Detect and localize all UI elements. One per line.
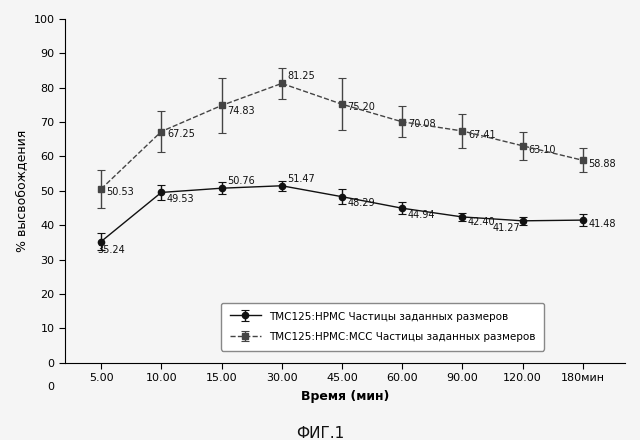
Text: 67.41: 67.41 [468, 130, 495, 140]
Text: 51.47: 51.47 [287, 174, 315, 183]
Text: 75.20: 75.20 [348, 102, 376, 112]
Text: 41.27: 41.27 [492, 223, 520, 233]
Text: 42.40: 42.40 [468, 217, 495, 227]
Text: 41.48: 41.48 [588, 219, 616, 229]
Y-axis label: % высвобождения: % высвобождения [15, 130, 28, 252]
Text: 74.83: 74.83 [227, 106, 255, 116]
Text: 67.25: 67.25 [167, 129, 195, 139]
Text: 81.25: 81.25 [287, 71, 315, 81]
Legend: ТМС125:HPMC Частицы заданных размеров, ТМС125:HPMC:МСС Частицы заданных размеров: ТМС125:HPMC Частицы заданных размеров, Т… [221, 303, 544, 351]
Text: 50.53: 50.53 [107, 187, 134, 197]
Text: 49.53: 49.53 [167, 194, 195, 204]
Text: 63.10: 63.10 [528, 145, 556, 155]
Text: ФИГ.1: ФИГ.1 [296, 426, 344, 440]
Text: 58.88: 58.88 [588, 159, 616, 169]
Text: 0: 0 [47, 381, 54, 392]
Text: 35.24: 35.24 [97, 245, 125, 255]
Text: 50.76: 50.76 [227, 176, 255, 186]
Text: 48.29: 48.29 [348, 198, 375, 209]
Text: 70.08: 70.08 [408, 119, 435, 129]
Text: 44.94: 44.94 [408, 210, 435, 220]
X-axis label: Время (мин): Время (мин) [301, 390, 389, 403]
